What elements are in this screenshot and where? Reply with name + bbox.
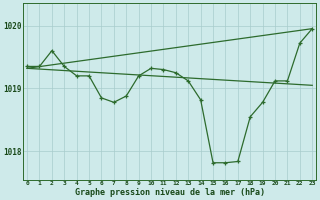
X-axis label: Graphe pression niveau de la mer (hPa): Graphe pression niveau de la mer (hPa) — [75, 188, 265, 197]
